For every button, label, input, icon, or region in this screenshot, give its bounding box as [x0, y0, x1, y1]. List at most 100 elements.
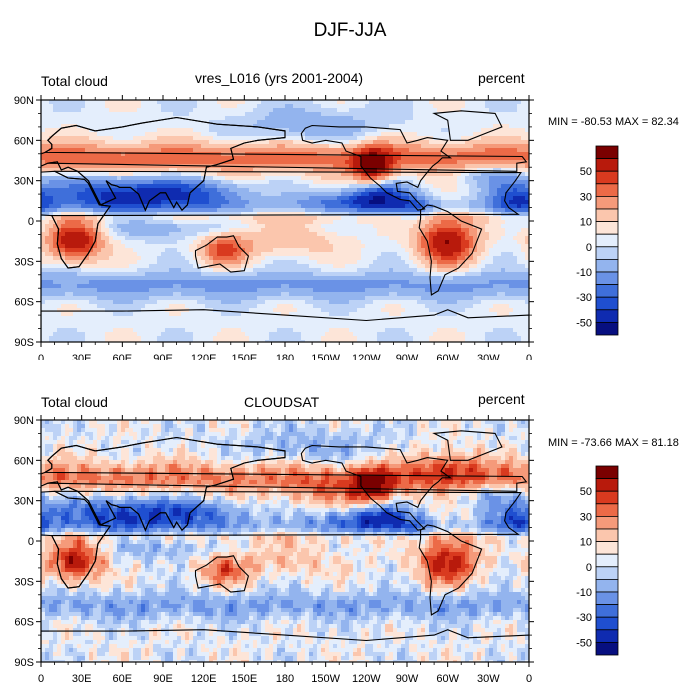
panel-1-lon-tick-label: 120W — [352, 353, 381, 360]
panel-1-contour-field — [41, 100, 529, 342]
panel-2-coastline-2 — [194, 555, 250, 593]
panel-2-colorbar-swatch — [595, 641, 619, 656]
figure-title: DJF-JJA — [313, 20, 387, 41]
panel-2-lat-tick-label: 60S — [14, 617, 34, 629]
panel-2-lon-tick-label: 30E — [72, 673, 92, 685]
panel-1-coastline-3 — [418, 204, 483, 296]
panel-1-colorbar-swatch — [595, 183, 619, 197]
panel-2-lon-tick-label: 150E — [231, 673, 257, 685]
panel-1-lon-tick-label: 180 — [276, 353, 294, 360]
panel-2-map: 90N 60N 30N 0 30S 60S 90S 0 30E 60E 90E 120E 150E 180… — [14, 415, 534, 685]
panel-1-colorbar-swatch — [595, 170, 619, 185]
panel-2-lat-tick-label: 0 — [28, 536, 34, 548]
panel-2-colorbar-swatch — [595, 629, 619, 643]
panel-2-coastlines — [41, 430, 529, 662]
panel-1-map: 90N 60N 30N 0 30S 60S 90S 0 30E 60E 90E 120E 150E 180… — [14, 95, 534, 360]
panel-1-lon-tick-label: 30E — [72, 353, 92, 360]
panel-1-lon-tick-label: 90E — [153, 353, 173, 360]
panel-1-case-label: vres_L016 (yrs 2001-2004) — [195, 70, 364, 86]
panel-2-colorbar-swatch — [595, 478, 619, 492]
panel-1-lat-tick-label: 60N — [14, 135, 34, 147]
panel-2-lat-tick-label: 30S — [14, 576, 34, 588]
panel-2-lon-tick-label: 0 — [526, 673, 532, 685]
panel-1-lon-tick-label: 60W — [436, 353, 459, 360]
panel-2-colorbar-tick-label: 30 — [580, 511, 592, 523]
panel-1-colorbar-swatch — [595, 221, 619, 235]
panel-1-lat-tick-label: 90S — [14, 337, 34, 349]
panel-2-colorbar-tick-label: -30 — [576, 612, 592, 624]
panel-2-colorbar-swatch — [595, 503, 619, 517]
panel-2-lat-tick-label: 90S — [14, 657, 34, 669]
panel-1-coastline-6 — [41, 309, 529, 342]
panel-1-colorbar-swatch — [595, 208, 619, 223]
panel-1-colorbar-swatch — [595, 196, 619, 210]
panel-2-coastline-3 — [418, 524, 483, 616]
panel-2-colorbar-swatch — [595, 591, 619, 606]
panel-1-colorbar-swatch — [595, 145, 619, 160]
panel-2-lat-tick-label: 90N — [14, 415, 34, 427]
panel-2-lat-tick-label: 30N — [14, 496, 34, 508]
panel-2-colorbar: 50 30 10 0 -10 -30 -50 — [576, 465, 619, 656]
panel-2-coastline-6 — [41, 629, 529, 662]
panel-1-lon-tick-label: 60E — [113, 353, 133, 360]
panel-1-coastlines — [41, 110, 529, 342]
panel-1-colorbar-swatch — [595, 246, 619, 260]
panel-1-lat-tick-label: 0 — [28, 216, 34, 228]
panel-1-lat-tick-label: 30S — [14, 256, 34, 268]
panel-2-colorbar-swatch — [595, 604, 619, 618]
panel-2-variable-label: Total cloud — [41, 394, 108, 410]
panel-2-colorbar-swatch — [595, 528, 619, 543]
panel-2-coastline-5 — [432, 430, 503, 461]
panel-2-colorbar-swatch — [595, 490, 619, 505]
panel-2-lon-tick-label: 90E — [153, 673, 173, 685]
panel-1-lat-tick-label: 30N — [14, 176, 34, 188]
panel-1-colorbar-tick-label: -10 — [576, 267, 592, 279]
panel-1-lon-tick-label: 120E — [191, 353, 217, 360]
panel-1-colorbar-tick-label: -50 — [576, 317, 592, 329]
panel-2-colorbar-swatch — [595, 541, 619, 555]
panel-2-lon-tick-label: 90W — [396, 673, 419, 685]
panel-2-lon-tick-label: 60E — [113, 673, 133, 685]
panel-2-colorbar-tick-label: 10 — [580, 537, 592, 549]
panel-1-colorbar: 50 30 10 0 -10 -30 -50 — [576, 145, 619, 336]
panel-1-coastline-4 — [300, 124, 453, 211]
panel-2-colorbar-tick-label: 50 — [580, 486, 592, 498]
panel-1-lon-tick-label: 0 — [526, 353, 532, 360]
panel-2-lon-tick-label: 120E — [191, 673, 217, 685]
panel-2-min-max: MIN = -73.66 MAX = 81.18 — [548, 437, 679, 449]
panel-1-colorbar-swatch — [595, 233, 619, 248]
panel-1-coastline-5 — [432, 110, 503, 141]
panel-2-units-label: percent — [478, 391, 525, 407]
panel-1-lon-tick-label: 150W — [311, 353, 340, 360]
panel-1-colorbar-tick-label: -30 — [576, 292, 592, 304]
panel-2-lon-tick-label: 120W — [352, 673, 381, 685]
panel-2-lon-tick-label: 30W — [477, 673, 500, 685]
panel-2-colorbar-swatch — [595, 465, 619, 480]
panel-1-colorbar-swatch — [595, 158, 619, 172]
panel-2-colorbar-tick-label: 0 — [586, 562, 592, 574]
panel-2-contour-field — [41, 420, 529, 662]
panel-2-lon-tick-label: 0 — [38, 673, 44, 685]
panel-1-lat-tick-label: 60S — [14, 297, 34, 309]
panel-1-colorbar-swatch — [595, 296, 619, 311]
panel-2-case-label: CLOUDSAT — [244, 394, 320, 410]
panel-2-lon-tick-label: 180 — [276, 673, 294, 685]
panel-2-colorbar-swatch — [595, 566, 619, 580]
panel-1-lat-tick-label: 90N — [14, 95, 34, 107]
panel-1-lon-tick-label: 30W — [477, 353, 500, 360]
panel-2-colorbar-swatch — [595, 516, 619, 530]
panel-2-lon-tick-label: 60W — [436, 673, 459, 685]
panel-1-colorbar-tick-label: 50 — [580, 166, 592, 178]
panel-2-colorbar-swatch — [595, 579, 619, 593]
panel-1-colorbar-swatch — [595, 309, 619, 323]
panel-2-colorbar-swatch — [595, 553, 619, 568]
panel-1-units-label: percent — [478, 70, 525, 86]
panel-2-lat-tick-label: 60N — [14, 455, 34, 467]
panel-1-lon-tick-label: 0 — [38, 353, 44, 360]
panel-1-colorbar-swatch — [595, 321, 619, 336]
panel-1-min-max: MIN = -80.53 MAX = 82.34 — [548, 116, 679, 128]
panel-2-colorbar-swatch — [595, 616, 619, 631]
panel-1-colorbar-swatch — [595, 259, 619, 273]
panel-1-variable-label: Total cloud — [41, 73, 108, 89]
panel-2-coastline-4 — [300, 444, 453, 531]
